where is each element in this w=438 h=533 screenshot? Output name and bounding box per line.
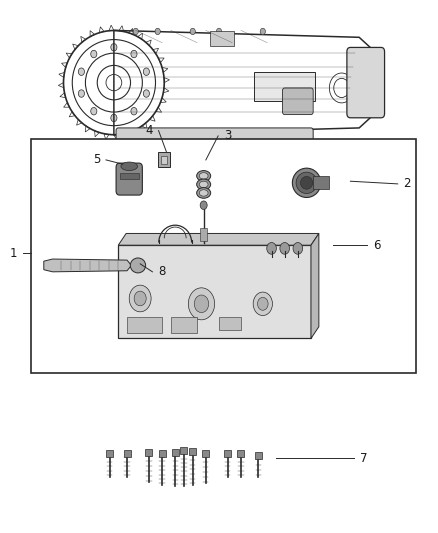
Ellipse shape [199, 181, 208, 188]
Circle shape [133, 28, 138, 35]
Bar [237, 450, 244, 457]
Circle shape [190, 28, 195, 35]
Bar [171, 317, 197, 333]
Bar [161, 156, 167, 164]
Bar [219, 317, 241, 330]
Circle shape [129, 285, 151, 312]
Bar [254, 72, 315, 101]
Circle shape [293, 243, 303, 254]
Circle shape [258, 297, 268, 310]
Circle shape [131, 108, 137, 115]
Circle shape [194, 295, 209, 312]
Text: 1: 1 [9, 247, 17, 260]
Bar [255, 451, 262, 459]
Circle shape [267, 243, 276, 254]
Bar [120, 173, 139, 179]
Polygon shape [44, 259, 131, 272]
Ellipse shape [296, 172, 317, 193]
Circle shape [143, 90, 149, 97]
Circle shape [143, 68, 149, 76]
FancyBboxPatch shape [283, 88, 313, 115]
Ellipse shape [199, 190, 208, 196]
Ellipse shape [131, 258, 145, 273]
Bar [210, 31, 234, 46]
Ellipse shape [197, 171, 211, 181]
Circle shape [111, 114, 117, 122]
Ellipse shape [121, 162, 138, 171]
Text: 3: 3 [224, 130, 231, 142]
Bar [159, 450, 166, 457]
Circle shape [78, 90, 85, 97]
FancyBboxPatch shape [116, 163, 142, 195]
Bar [224, 450, 231, 457]
Circle shape [253, 292, 272, 316]
Circle shape [280, 243, 290, 254]
Bar [145, 449, 152, 456]
Polygon shape [311, 233, 319, 338]
Bar [106, 450, 113, 457]
Circle shape [111, 44, 117, 51]
Bar [31, 139, 416, 373]
Text: 4: 4 [145, 124, 153, 137]
Circle shape [155, 28, 160, 35]
Bar [158, 152, 170, 167]
Bar [180, 447, 187, 454]
Text: 2: 2 [403, 177, 411, 190]
Bar [200, 228, 207, 241]
FancyBboxPatch shape [116, 128, 313, 147]
Text: 6: 6 [373, 239, 381, 252]
Ellipse shape [292, 168, 321, 197]
Circle shape [78, 68, 85, 76]
Bar [118, 245, 311, 338]
Ellipse shape [300, 176, 313, 189]
Text: 5: 5 [93, 154, 100, 166]
Ellipse shape [197, 179, 211, 190]
Bar [202, 450, 209, 457]
Circle shape [188, 288, 215, 320]
Bar [124, 450, 131, 457]
Circle shape [91, 50, 97, 58]
Circle shape [131, 50, 137, 58]
Circle shape [134, 291, 146, 306]
Bar [313, 176, 328, 189]
Circle shape [216, 28, 222, 35]
Circle shape [260, 28, 265, 35]
Circle shape [91, 108, 97, 115]
FancyBboxPatch shape [347, 47, 385, 118]
Bar [189, 448, 196, 455]
Polygon shape [118, 233, 319, 245]
Bar [172, 449, 179, 456]
Bar [127, 317, 162, 333]
Text: 8: 8 [159, 265, 166, 278]
Text: 7: 7 [360, 452, 367, 465]
Ellipse shape [199, 173, 208, 179]
Circle shape [200, 201, 207, 209]
Ellipse shape [197, 188, 211, 198]
